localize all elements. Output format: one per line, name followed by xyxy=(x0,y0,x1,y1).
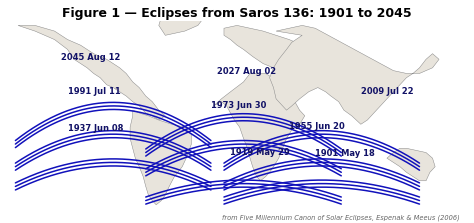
Polygon shape xyxy=(159,7,209,35)
Polygon shape xyxy=(213,73,305,181)
Text: 1937 Jun 08: 1937 Jun 08 xyxy=(67,124,123,133)
Text: from Five Millennium Canon of Solar Eclipses, Espenak & Meeus (2006): from Five Millennium Canon of Solar Ecli… xyxy=(222,214,460,221)
Text: 1919 May 29: 1919 May 29 xyxy=(230,148,290,157)
Text: Figure 1 — Eclipses from Saros 136: 1901 to 2045: Figure 1 — Eclipses from Saros 136: 1901… xyxy=(62,7,412,20)
Polygon shape xyxy=(130,110,191,205)
Polygon shape xyxy=(270,25,439,124)
Text: 2045 Aug 12: 2045 Aug 12 xyxy=(61,53,120,62)
Text: 1973 Jun 30: 1973 Jun 30 xyxy=(211,101,266,110)
Polygon shape xyxy=(387,148,435,181)
Text: 1955 Jun 20: 1955 Jun 20 xyxy=(289,122,345,131)
Text: 1991 Jul 11: 1991 Jul 11 xyxy=(67,87,120,96)
Polygon shape xyxy=(18,25,165,120)
Text: 2009 Jul 22: 2009 Jul 22 xyxy=(361,87,413,96)
Polygon shape xyxy=(224,25,309,68)
Text: 2027 Aug 02: 2027 Aug 02 xyxy=(218,67,276,76)
Text: 1901 May 18: 1901 May 18 xyxy=(315,149,375,158)
